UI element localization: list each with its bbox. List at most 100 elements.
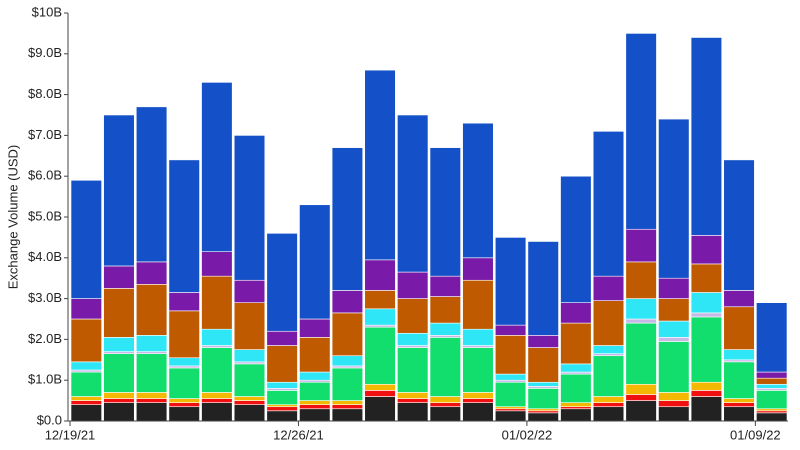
bar-segment — [658, 392, 690, 401]
bar-segment — [723, 349, 755, 361]
bar-segment — [756, 390, 788, 410]
bar-segment — [364, 326, 396, 385]
bar-segment — [527, 408, 559, 412]
bar-segment — [756, 383, 788, 389]
bar-segment — [233, 302, 266, 350]
bar-segment — [625, 400, 657, 422]
bar-segment — [168, 159, 200, 293]
bar-segment — [168, 357, 200, 367]
bar-segment — [168, 402, 200, 408]
bar-segment — [201, 345, 233, 348]
bar-segment — [135, 402, 168, 422]
bar-segment — [135, 284, 168, 336]
bar-segment — [299, 204, 331, 320]
bar-segment — [462, 402, 494, 422]
bar-segment — [397, 332, 429, 346]
bar-segment — [429, 147, 461, 277]
bar-segment — [690, 263, 723, 293]
bar-segment — [560, 363, 592, 373]
bar-segment — [233, 135, 266, 281]
bar-segment — [429, 296, 461, 324]
y-tick-label: $4.0B — [28, 249, 62, 264]
bar-segment — [331, 365, 364, 369]
bar-segment — [233, 400, 266, 405]
bar-segment — [233, 363, 266, 397]
bar-segment — [397, 298, 429, 334]
bar-segment — [135, 335, 168, 352]
bar-segment — [299, 400, 331, 405]
x-tick-label: 01/09/22 — [730, 427, 781, 442]
bar-segment — [527, 388, 559, 410]
y-tick-label: $3.0B — [28, 290, 62, 305]
bar-segment — [201, 398, 233, 403]
bar-segment — [658, 118, 690, 279]
y-tick-label: $8.0B — [28, 86, 62, 101]
bar-segment — [266, 404, 298, 408]
bar-segment — [462, 328, 494, 346]
bar-segment — [625, 322, 657, 385]
y-axis-title: Exchange Volume (USD) — [5, 145, 20, 290]
bar-segment — [527, 381, 559, 387]
bar-segment — [429, 402, 461, 408]
bar-segment — [756, 388, 788, 391]
bar-segment — [462, 392, 494, 399]
bar-segment — [397, 271, 429, 299]
bar-segment — [723, 290, 755, 308]
y-tick-label: $5.0B — [28, 208, 62, 223]
bar-segment — [135, 351, 168, 354]
bar-segment — [658, 400, 690, 408]
bar-segment — [625, 383, 657, 395]
bar-segment — [462, 345, 494, 348]
bar-segment — [70, 298, 102, 320]
bar-segment — [266, 390, 298, 405]
bar-segment — [658, 341, 690, 393]
bar-segment — [756, 408, 788, 412]
y-tick-label: $9.0B — [28, 45, 62, 60]
bar-segment — [527, 241, 559, 336]
bar-segment — [103, 398, 135, 403]
bar-segment — [592, 355, 625, 397]
bar-segment — [625, 394, 657, 401]
bar-segment — [103, 351, 135, 354]
bar-segment — [201, 402, 233, 422]
bar-segment — [658, 406, 690, 422]
bar-segment — [756, 377, 788, 385]
bar-segment — [690, 292, 723, 314]
bar-segment — [233, 404, 266, 422]
bar-segment — [168, 398, 200, 403]
bar-segment — [266, 410, 298, 422]
bar-segment — [429, 275, 461, 297]
bar-segment — [266, 406, 298, 412]
bar-segment — [462, 398, 494, 403]
bar-segment — [397, 398, 429, 403]
bar-segment — [299, 404, 331, 410]
bar-segment — [429, 406, 461, 422]
bar-segment — [462, 279, 494, 330]
bar-segment — [397, 345, 429, 348]
bar-segment — [233, 361, 266, 365]
bar-segment — [723, 361, 755, 399]
bar-segment — [266, 233, 298, 332]
bar-segment — [462, 257, 494, 281]
bar-segment — [756, 371, 788, 379]
bar-segment — [494, 381, 527, 408]
bar-segment — [331, 404, 364, 410]
bar-segment — [168, 367, 200, 399]
bar-segment — [103, 337, 135, 352]
bar-segment — [560, 371, 592, 375]
bar-segment — [364, 69, 396, 261]
bar-segment — [397, 402, 429, 422]
bar-segment — [429, 337, 461, 397]
bar-segment — [690, 381, 723, 391]
bar-segment — [364, 259, 396, 291]
bar-segment — [494, 324, 527, 336]
bar-segment — [266, 330, 298, 346]
bar-segment — [70, 404, 102, 422]
bar-segment — [560, 322, 592, 365]
bar-segment — [592, 131, 625, 277]
bar-segment — [201, 347, 233, 393]
bar-segment — [494, 408, 527, 412]
bar-segment — [201, 251, 233, 277]
bar-segment — [70, 400, 102, 405]
